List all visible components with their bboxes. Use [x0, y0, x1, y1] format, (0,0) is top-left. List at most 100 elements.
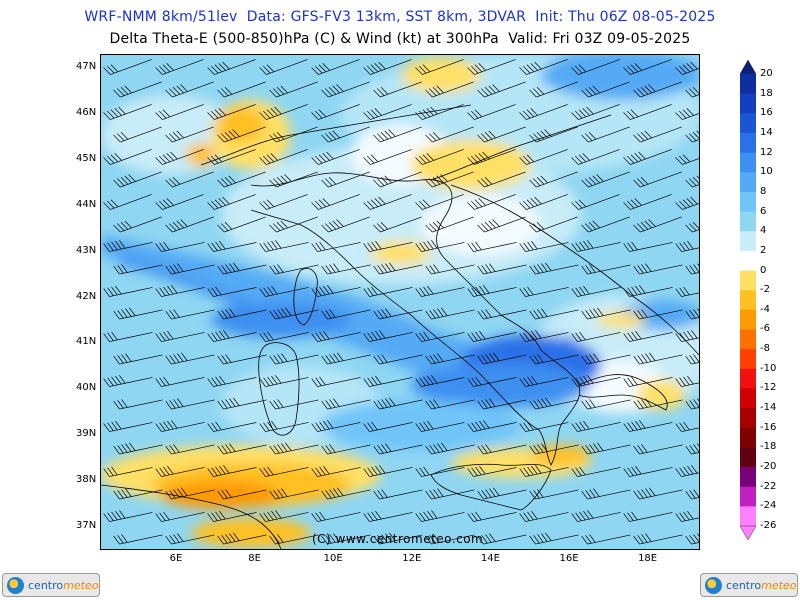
- wind-barb-icon: [633, 487, 683, 500]
- wind-barb-icon: [103, 194, 152, 210]
- wind-barb-icon: [321, 533, 371, 545]
- wind-barb-icon: [113, 216, 162, 233]
- wind-barb-icon: [269, 353, 319, 365]
- wind-barb-icon: [207, 240, 257, 252]
- colorbar-top-arrow: [740, 60, 756, 75]
- wind-barb-icon: [103, 149, 152, 165]
- wind-barb-icon: [477, 309, 527, 320]
- wind-barb-icon: [415, 466, 465, 477]
- wind-barb-icon: [581, 216, 630, 233]
- wind-barb-icon: [519, 194, 568, 210]
- wind-barb-icon: [113, 442, 163, 455]
- wind-barb-icon: [675, 510, 699, 522]
- wind-barb-icon: [311, 511, 361, 522]
- wind-barb-icon: [363, 330, 413, 342]
- wind-barb-icon: [269, 264, 319, 275]
- colorbar-segment: [740, 447, 756, 468]
- wind-barb-icon: [165, 216, 214, 233]
- wind-barb-icon: [581, 353, 631, 365]
- wind-barb-icon: [571, 466, 621, 477]
- logo-icon: [7, 576, 24, 594]
- centrometeo-logo-right[interactable]: centro meteo: [700, 573, 798, 597]
- wind-barb-icon: [467, 285, 517, 297]
- wind-barb-icon: [217, 443, 267, 455]
- wind-barb-icon: [415, 420, 465, 432]
- wind-barb-icon: [467, 194, 516, 210]
- wind-barb-icon: [425, 534, 475, 545]
- wind-barb-icon: [373, 171, 422, 188]
- wind-barb-icon: [519, 286, 569, 297]
- wind-barb-icon: [477, 263, 527, 275]
- wind-barb-icon: [519, 59, 568, 75]
- wind-barb-icon: [685, 354, 699, 365]
- wind-barb-icon: [363, 375, 413, 387]
- wind-barb-icon: [207, 104, 256, 120]
- centrometeo-logo-left[interactable]: centro meteo: [2, 573, 100, 597]
- wind-barb-icon: [259, 194, 308, 210]
- wind-barb-icon: [581, 488, 631, 500]
- wind-barb-icon: [113, 171, 162, 188]
- lon-tick-18E: 18E: [638, 553, 658, 564]
- wind-barb-icon: [165, 309, 215, 320]
- lon-tick-8E: 8E: [248, 553, 261, 564]
- wind-barb-icon: [207, 149, 256, 165]
- wind-barb-icon: [217, 354, 267, 365]
- wind-barb-icon: [373, 308, 423, 320]
- wind-barb-icon: [363, 465, 413, 477]
- colorbar-label: -24: [760, 500, 777, 512]
- wind-barb-icon: [113, 264, 163, 275]
- wind-barb-icon: [467, 104, 516, 120]
- wind-barb-icon: [633, 398, 683, 410]
- wind-barb-icon: [269, 81, 318, 98]
- wind-barb-icon: [581, 442, 631, 455]
- wind-barb-icon: [113, 534, 163, 545]
- colorbar-label: 12: [760, 146, 773, 158]
- wind-barb-icon: [529, 354, 579, 365]
- colorbar: [740, 60, 756, 540]
- colorbar-label: 18: [760, 87, 773, 99]
- wind-barb-icon: [217, 216, 266, 233]
- wind-barb-icon: [207, 375, 257, 387]
- wind-barb-icon: [519, 510, 569, 522]
- wind-barb-icon: [113, 353, 163, 365]
- wind-barb-icon: [217, 81, 266, 98]
- colorbar-label: -4: [760, 303, 770, 315]
- map-panel: [100, 54, 700, 550]
- wind-barb-icon: [259, 59, 308, 75]
- wind-barb-icon: [269, 126, 318, 143]
- wind-barb-icon: [425, 216, 474, 233]
- colorbar-segment: [740, 309, 756, 330]
- wind-barb-icon: [571, 375, 621, 387]
- wind-barb-icon: [165, 81, 214, 98]
- wind-barb-icon: [467, 241, 517, 252]
- wind-barb-icon: [311, 149, 360, 165]
- wind-barb-icon: [269, 399, 319, 410]
- wind-barb-icon: [103, 466, 153, 477]
- wind-barb-icon: [675, 421, 699, 432]
- wind-barb-icon: [321, 126, 370, 143]
- wind-barb-icon: [363, 421, 413, 432]
- wind-barb-icon: [425, 488, 475, 500]
- wind-barb-icon: [685, 126, 699, 143]
- wind-barb-icon: [415, 149, 464, 165]
- wind-barb-icon: [373, 81, 422, 98]
- wind-barb-icon: [311, 285, 361, 297]
- logo-text-part1: centro: [28, 578, 64, 592]
- colorbar-label: 16: [760, 107, 773, 119]
- wind-barb-icon: [165, 263, 215, 275]
- wind-barb-icon: [477, 487, 527, 500]
- wind-barb-icon: [321, 81, 370, 98]
- colorbar-segment: [740, 388, 756, 409]
- wind-barb-icon: [685, 81, 699, 98]
- wind-barb-icon: [477, 533, 527, 545]
- wind-barb-icon: [155, 149, 204, 165]
- colorbar-segment: [740, 231, 756, 252]
- wind-barb-icon: [259, 240, 309, 252]
- wind-barb-icon: [477, 171, 526, 188]
- wind-barb-icon: [269, 488, 319, 500]
- wind-barb-icon: [477, 81, 526, 98]
- wind-barb-icon: [425, 399, 475, 410]
- wind-barb-icon: [363, 59, 412, 75]
- wind-barb-icon: [155, 104, 204, 120]
- colorbar-label: -6: [760, 323, 770, 335]
